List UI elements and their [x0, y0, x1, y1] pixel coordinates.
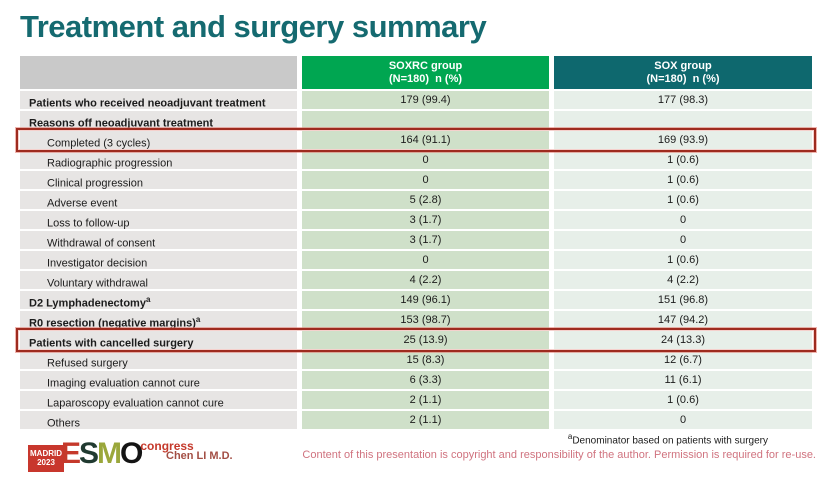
footnote-marker: a — [145, 295, 151, 304]
table-row: Loss to follow-up 3 (1.7) 0 — [20, 211, 812, 229]
table-row: Refused surgery 15 (8.3) 12 (6.7) — [20, 351, 812, 369]
table-row: Clinical progression 0 1 (0.6) — [20, 171, 812, 189]
sox-value-cell — [554, 111, 812, 129]
table-footnote: aDenominator based on patients with surg… — [568, 432, 768, 446]
table-row: Laparoscopy evaluation cannot cure 2 (1.… — [20, 391, 812, 409]
sox-group-n: (N=180) n (%) — [646, 72, 720, 85]
sox-group-column-header: SOX group (N=180) n (%) — [554, 56, 812, 89]
soxrc-value-cell: 4 (2.2) — [302, 271, 549, 289]
sox-group-name: SOX group — [654, 59, 712, 72]
soxrc-value-cell: 25 (13.9) — [302, 331, 549, 349]
row-label: Investigator decision — [20, 251, 297, 269]
table-row: Others 2 (1.1) 0 — [20, 411, 812, 429]
soxrc-value-cell: 0 — [302, 171, 549, 189]
row-label: Clinical progression — [20, 171, 297, 189]
badge-year: 2023 — [37, 458, 55, 467]
sox-value-cell: 1 (0.6) — [554, 391, 812, 409]
congress-label: congress — [140, 439, 194, 453]
sox-value-cell: 11 (6.1) — [554, 371, 812, 389]
soxrc-value-cell: 3 (1.7) — [302, 211, 549, 229]
soxrc-value-cell: 15 (8.3) — [302, 351, 549, 369]
sox-value-cell: 1 (0.6) — [554, 171, 812, 189]
soxrc-value-cell: 2 (1.1) — [302, 411, 549, 429]
author-name: Chen LI M.D. — [166, 450, 233, 462]
copyright-notice: Content of this presentation is copyrigh… — [302, 449, 816, 461]
row-label: R0 resection (negative margins)a — [20, 311, 297, 329]
soxrc-value-cell: 149 (96.1) — [302, 291, 549, 309]
table-row: Completed (3 cycles) 164 (91.1) 169 (93.… — [16, 128, 816, 152]
madrid-2023-badge: MADRID 2023 — [28, 445, 64, 472]
row-label: Others — [20, 411, 297, 429]
soxrc-value-cell: 0 — [302, 251, 549, 269]
sox-value-cell: 4 (2.2) — [554, 271, 812, 289]
soxrc-value-cell: 2 (1.1) — [302, 391, 549, 409]
row-label: Patients who received neoadjuvant treatm… — [20, 91, 297, 109]
sox-value-cell: 147 (94.2) — [554, 311, 812, 329]
footnote-text: Denominator based on patients with surge… — [572, 435, 768, 447]
sox-value-cell: 0 — [554, 231, 812, 249]
table-row: Reasons off neoadjuvant treatment — [20, 111, 812, 129]
table-row: Radiographic progression 0 1 (0.6) — [20, 151, 812, 169]
soxrc-value-cell: 0 — [302, 151, 549, 169]
soxrc-group-column-header: SOXRC group (N=180) n (%) — [302, 56, 549, 89]
row-label: Adverse event — [20, 191, 297, 209]
sox-value-cell: 12 (6.7) — [554, 351, 812, 369]
sox-value-cell: 177 (98.3) — [554, 91, 812, 109]
table-row: Investigator decision 0 1 (0.6) — [20, 251, 812, 269]
table-body: Patients who received neoadjuvant treatm… — [16, 91, 816, 429]
page-title: Treatment and surgery summary — [20, 9, 487, 44]
row-label: Imaging evaluation cannot cure — [20, 371, 297, 389]
soxrc-value-cell: 153 (98.7) — [302, 311, 549, 329]
table-row: Voluntary withdrawal 4 (2.2) 4 (2.2) — [20, 271, 812, 289]
table-row: R0 resection (negative margins)a 153 (98… — [20, 311, 812, 329]
sox-value-cell: 151 (96.8) — [554, 291, 812, 309]
sox-value-cell: 1 (0.6) — [554, 191, 812, 209]
soxrc-group-name: SOXRC group — [388, 59, 463, 72]
sox-value-cell: 0 — [554, 411, 812, 429]
row-label: D2 Lymphadenectomya — [20, 291, 297, 309]
row-label: Withdrawal of consent — [20, 231, 297, 249]
soxrc-value-cell: 179 (99.4) — [302, 91, 549, 109]
sox-value-cell: 1 (0.6) — [554, 251, 812, 269]
soxrc-value-cell: 5 (2.8) — [302, 191, 549, 209]
row-label: Laparoscopy evaluation cannot cure — [20, 391, 297, 409]
soxrc-group-n: (N=180) n (%) — [388, 72, 463, 85]
row-label: Loss to follow-up — [20, 211, 297, 229]
table-row: D2 Lymphadenectomya 149 (96.1) 151 (96.8… — [20, 291, 812, 309]
sox-value-cell: 0 — [554, 211, 812, 229]
footnote-marker: a — [567, 432, 573, 441]
table-row: Patients with cancelled surgery 25 (13.9… — [16, 328, 816, 352]
soxrc-value-cell: 6 (3.3) — [302, 371, 549, 389]
sox-value-cell: 1 (0.6) — [554, 151, 812, 169]
table-row: Patients who received neoadjuvant treatm… — [20, 91, 812, 109]
row-label-column-header — [20, 56, 297, 89]
table-row: Withdrawal of consent 3 (1.7) 0 — [20, 231, 812, 249]
soxrc-value-cell: 3 (1.7) — [302, 231, 549, 249]
row-label: Voluntary withdrawal — [20, 271, 297, 289]
badge-city: MADRID — [30, 449, 62, 458]
table-row: Adverse event 5 (2.8) 1 (0.6) — [20, 191, 812, 209]
row-label: Completed (3 cycles) — [20, 131, 297, 149]
sox-value-cell: 24 (13.3) — [554, 331, 812, 349]
table-row: Imaging evaluation cannot cure 6 (3.3) 1… — [20, 371, 812, 389]
row-label: Patients with cancelled surgery — [20, 331, 297, 349]
row-label: Reasons off neoadjuvant treatment — [20, 111, 297, 129]
footnote-marker: a — [195, 315, 201, 324]
treatment-summary-table: SOXRC group (N=180) n (%) SOX group (N=1… — [16, 56, 816, 431]
esmo-wordmark: ESMO — [61, 437, 143, 470]
soxrc-value-cell: 164 (91.1) — [302, 131, 549, 149]
soxrc-value-cell — [302, 111, 549, 129]
table-header-row: SOXRC group (N=180) n (%) SOX group (N=1… — [20, 56, 812, 89]
sox-value-cell: 169 (93.9) — [554, 131, 812, 149]
esmo-congress-logo: MADRID 2023 ESMO congress — [28, 437, 194, 472]
row-label: Refused surgery — [20, 351, 297, 369]
row-label: Radiographic progression — [20, 151, 297, 169]
